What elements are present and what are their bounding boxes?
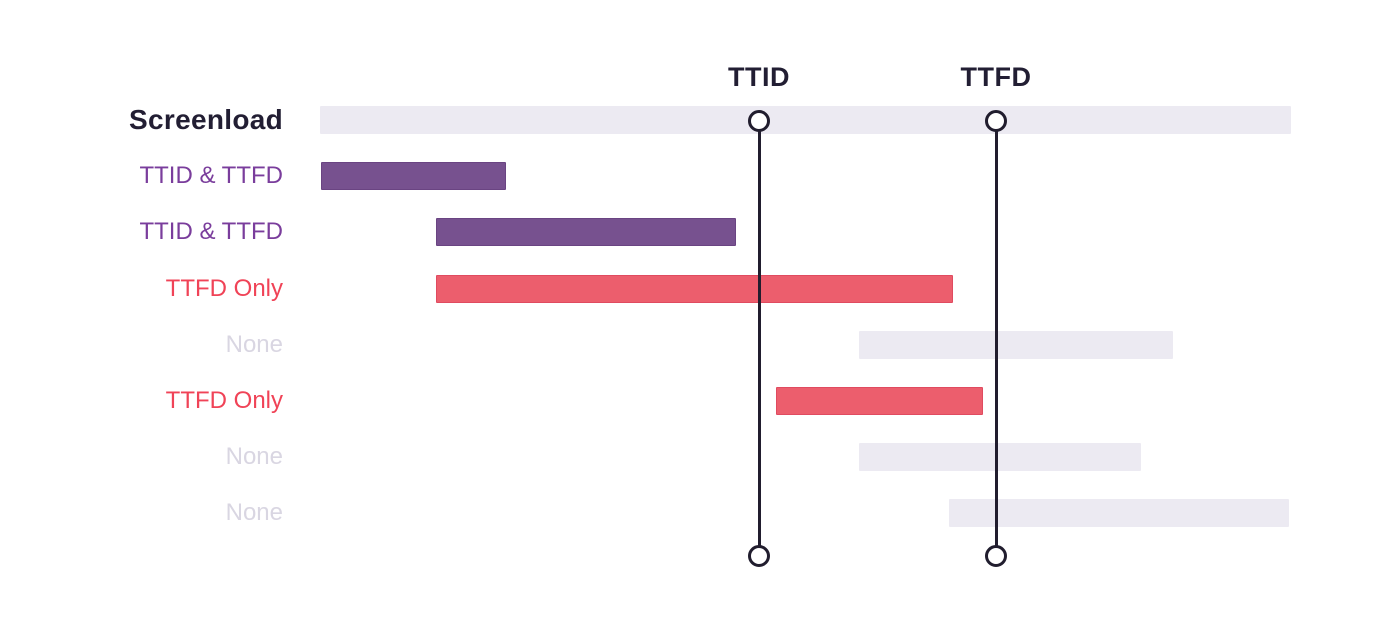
ttfd-bottom-dot — [985, 545, 1007, 567]
timeline-bar-ttfd-only — [436, 275, 953, 303]
row-label-ttfd-only: TTFD Only — [165, 387, 283, 414]
timeline-bar-ttid-ttfd — [321, 162, 506, 190]
ttfd-marker-label: TTFD — [960, 62, 1032, 92]
row-label-none: None — [225, 331, 283, 358]
row-label-ttid-ttfd: TTID & TTFD — [139, 218, 283, 245]
ttid-top-dot — [748, 110, 770, 132]
row-label-screenload: Screenload — [129, 104, 283, 135]
row-label-none: None — [225, 499, 283, 526]
row-label-ttfd-only: TTFD Only — [165, 275, 283, 302]
timeline-bar-ttfd-only — [776, 387, 983, 415]
timeline-bar-screenload — [320, 106, 1291, 134]
ttfd-marker-line — [994, 121, 998, 556]
row-label-ttid-ttfd: TTID & TTFD — [139, 162, 283, 189]
ttfd-top-dot — [985, 110, 1007, 132]
row-label-none: None — [225, 443, 283, 470]
timeline-bar-none — [949, 499, 1289, 527]
timeline-bar-none — [859, 331, 1173, 359]
ttid-marker-line — [757, 121, 761, 556]
ttid-bottom-dot — [748, 545, 770, 567]
ttid-marker-label: TTID — [728, 62, 790, 92]
timeline-bar-none — [859, 443, 1141, 471]
timeline-bar-ttid-ttfd — [436, 218, 736, 246]
